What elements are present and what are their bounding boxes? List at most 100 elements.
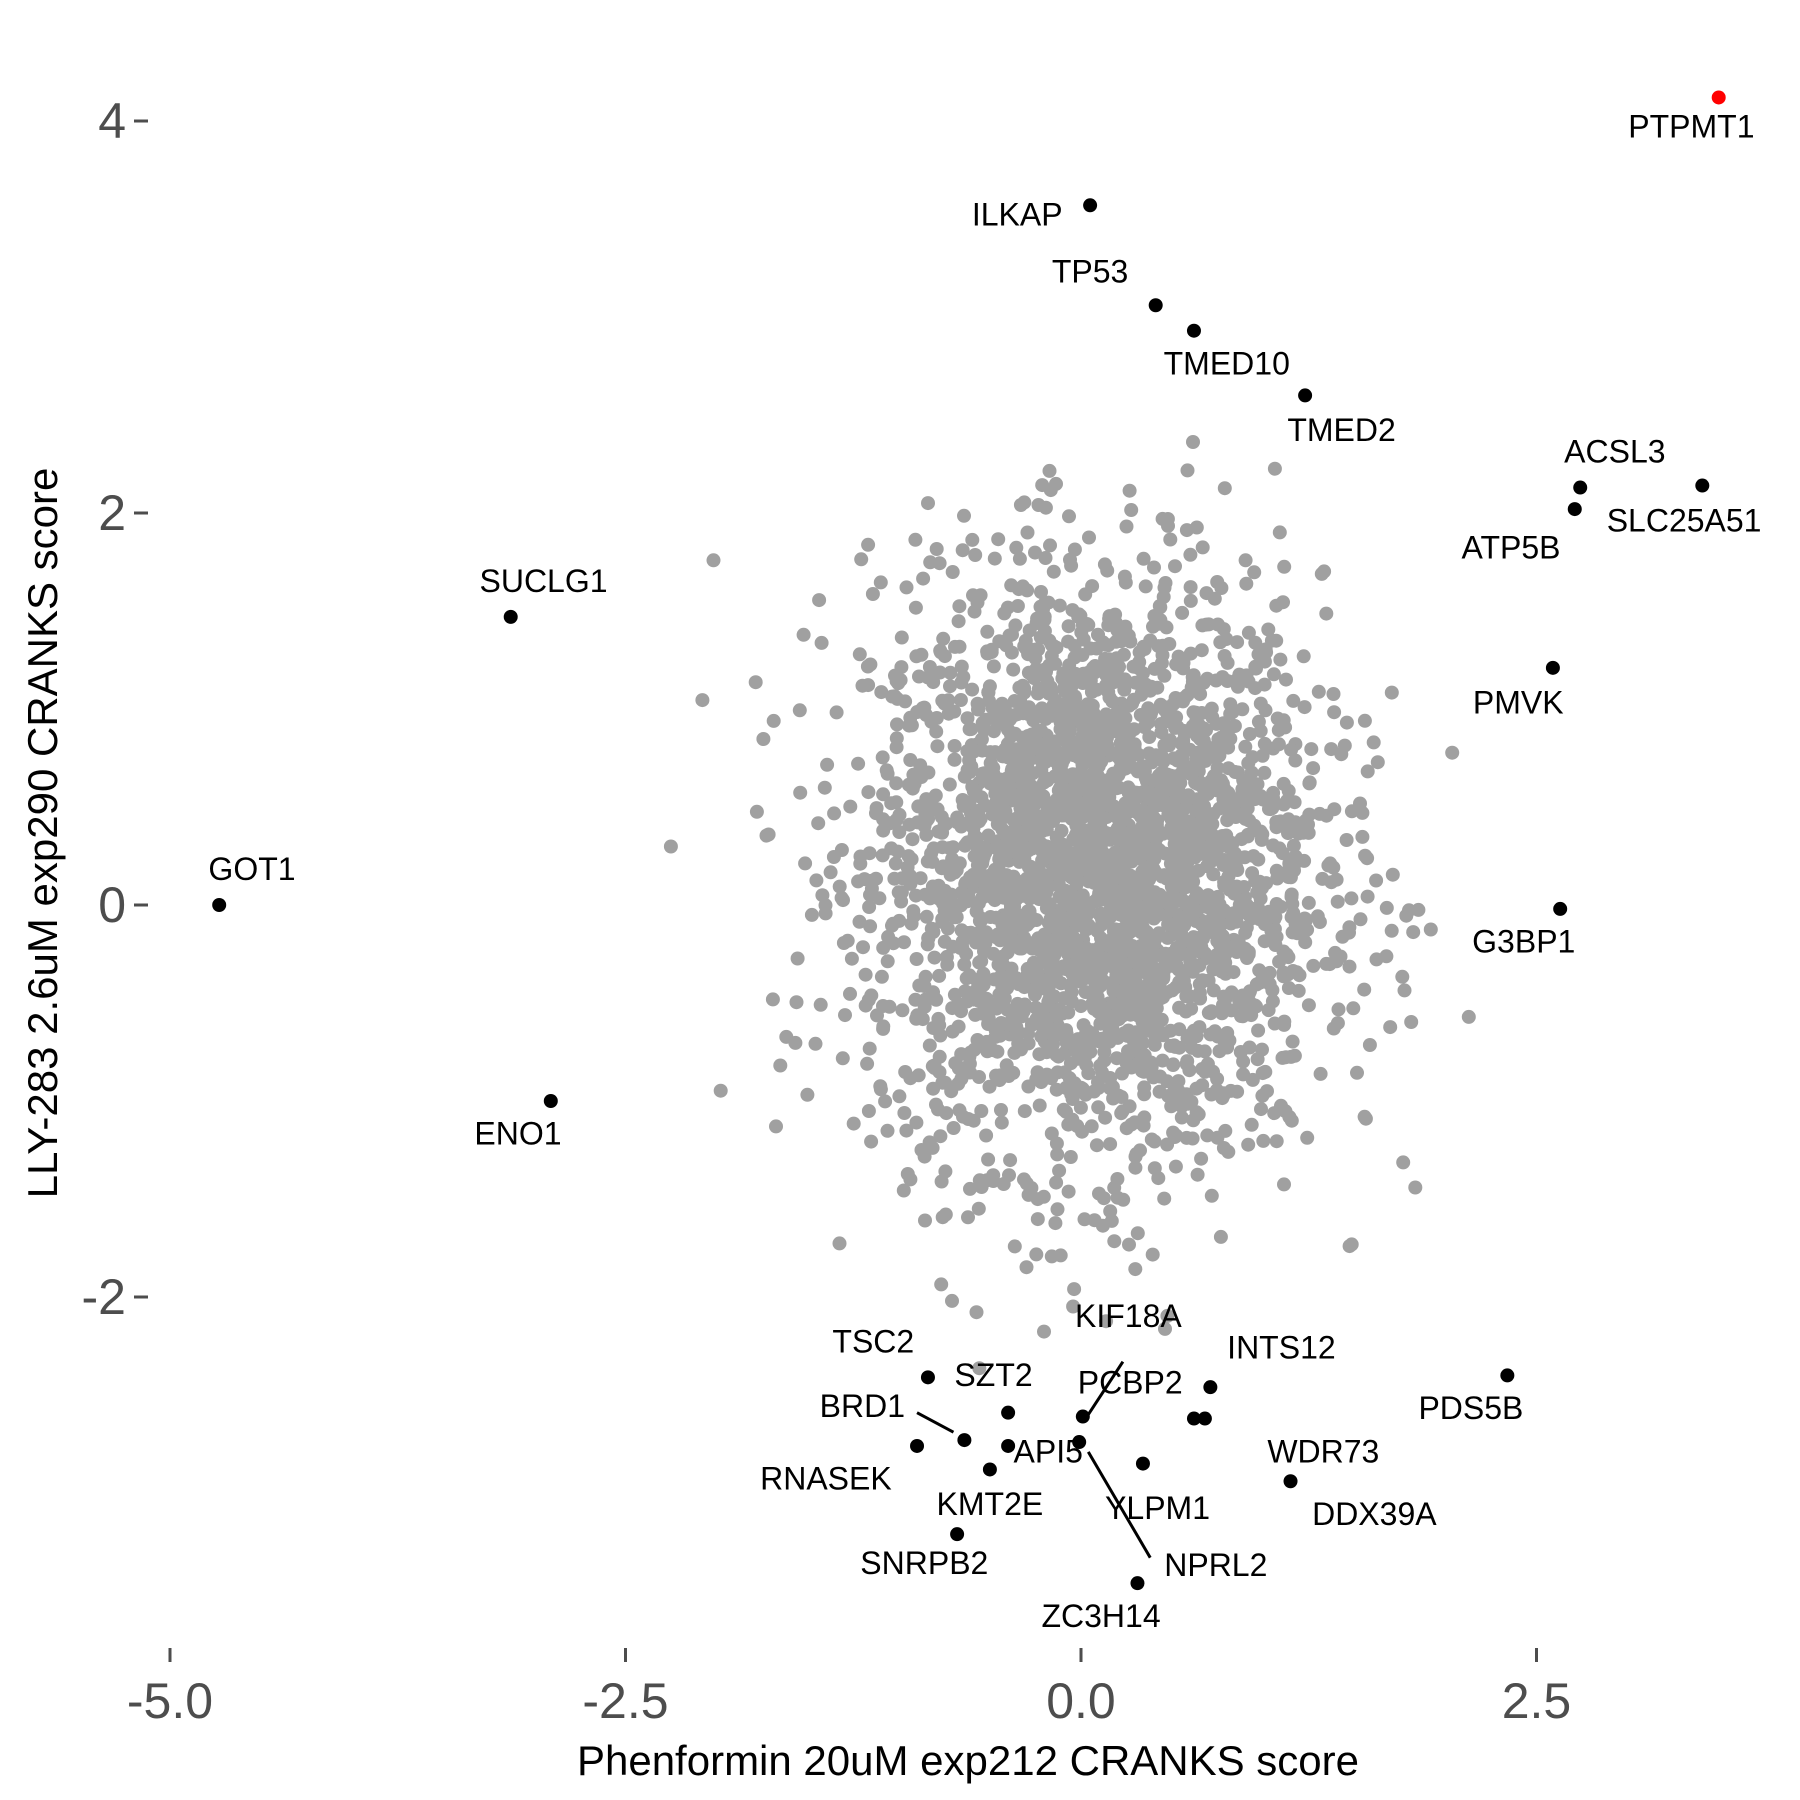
background-point [1217,875,1232,889]
background-point [954,1061,969,1076]
background-point [1189,520,1204,535]
background-point [865,587,880,601]
background-point [1360,889,1375,904]
background-point [1046,564,1061,579]
background-point [1087,1213,1102,1228]
highlighted-points [212,90,1726,1591]
background-point [1284,742,1299,757]
background-point [1279,672,1293,687]
background-point [880,766,895,781]
background-point [1281,981,1296,995]
background-point [1057,859,1072,874]
background-point [1069,877,1084,892]
background-point [820,757,835,772]
background-point [1385,867,1400,882]
background-point [937,934,952,949]
background-point [1210,889,1225,904]
background-point [1155,638,1170,653]
background-point [1178,791,1193,806]
background-point [1042,897,1057,911]
background-point [1123,725,1138,739]
background-point [944,1084,959,1099]
background-point [1168,559,1182,574]
point-zc3h14 [1130,1576,1145,1591]
background-point [1152,962,1167,977]
background-point [1231,792,1246,807]
background-point [814,635,829,650]
background-point [939,894,953,909]
background-point [991,532,1006,547]
background-point [765,992,780,1007]
y-tick-label: -2 [82,1269,126,1325]
background-point [1047,989,1062,1004]
background-point [1227,886,1242,901]
background-point [1164,1099,1179,1114]
background-point [1058,767,1072,782]
background-point [1048,1216,1063,1231]
point-szt2 [1001,1405,1016,1420]
background-point [997,701,1012,716]
background-point [1056,669,1071,684]
background-point [1085,579,1100,594]
y-axis-title: LLY-283 2.6uM exp290 CRANKS score [19,468,66,1199]
background-point [1164,867,1179,882]
background-point [1103,1204,1118,1219]
background-point [908,532,923,547]
background-point [1169,710,1184,725]
background-point [1100,730,1114,745]
background-point [1226,965,1241,980]
background-point [1284,889,1299,904]
background-point [1302,776,1317,791]
background-point [1021,1026,1035,1041]
background-point [1102,1034,1117,1049]
background-point [1037,624,1052,638]
background-point [827,806,842,821]
background-point [1355,829,1370,844]
background-point [1133,1143,1147,1158]
background-point [1197,946,1212,961]
point-api5 [1072,1435,1087,1450]
background-point [1350,1065,1364,1080]
background-point [957,957,972,972]
background-point [1215,928,1230,943]
background-point [1019,794,1034,809]
background-point [856,940,870,955]
background-point [961,1112,976,1126]
background-point [954,659,969,674]
background-point [1154,725,1169,740]
background-point [1147,1037,1162,1052]
background-point [968,983,983,998]
background-point [921,496,935,511]
label-szt2: SZT2 [954,1357,1032,1393]
background-point [1157,668,1172,683]
background-point [1106,1091,1121,1106]
background-point [1241,625,1256,640]
background-point [892,825,907,839]
background-point [1213,1229,1228,1244]
background-point [1269,929,1284,944]
background-point [1184,1094,1199,1109]
background-point [1062,684,1077,699]
background-point [1034,753,1049,768]
background-point [969,1305,984,1320]
background-point [1032,1047,1047,1062]
background-point [1123,868,1138,883]
background-point [902,718,917,733]
background-point [1116,1192,1131,1207]
background-point [1179,1130,1194,1145]
background-point [1182,989,1197,1004]
background-point [1183,593,1198,608]
background-point [1404,1015,1419,1029]
background-point [1061,619,1076,634]
background-point [1384,923,1399,938]
background-point [892,1089,907,1104]
label-kmt2e: KMT2E [937,1486,1044,1522]
background-point [979,1034,994,1049]
background-point [1050,1202,1065,1217]
background-point [1006,921,1021,936]
background-point [1271,737,1286,752]
background-point [1072,607,1086,622]
background-point [876,812,891,827]
point-wdr73 [1197,1411,1212,1426]
background-point [1203,1006,1218,1021]
